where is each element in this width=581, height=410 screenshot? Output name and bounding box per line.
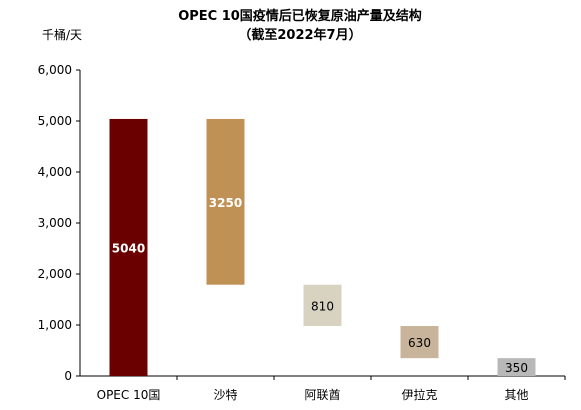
bars [109,118,536,377]
y-tick-label: 4,000 [38,165,72,179]
y-tick-label: 2,000 [38,267,72,281]
bar [303,284,342,327]
data-label: 3250 [209,196,242,210]
data-label: 630 [408,336,431,350]
y-axis-unit: 千桶/天 [42,27,82,42]
bar [400,326,439,359]
data-label: 810 [311,299,334,313]
bar [206,118,245,285]
bar [497,358,536,376]
x-category-label: 阿联酋 [304,387,340,402]
x-category-label: OPEC 10国 [97,388,161,402]
data-label: 350 [505,361,528,375]
y-tick-label: 6,000 [38,63,72,77]
x-category-label: 伊拉克 [401,387,437,402]
y-tick-label: 3,000 [38,216,72,230]
x-category-label: 沙特 [213,387,237,402]
data-labels: 5040 3250 810 630 350 [112,196,528,375]
y-tick-label: 1,000 [38,318,72,332]
chart-subtitle: （截至2022年7月） [238,27,361,43]
bar [109,118,148,377]
x-category-label: 其他 [504,388,528,402]
chart-title: OPEC 10国疫情后已恢复原油产量及结构 [178,8,422,24]
axes: 0 1,000 2,000 3,000 4,000 5,000 6,000 OPEC 10国 沙… [38,63,566,402]
y-tick-label: 0 [64,369,72,383]
y-tick-label: 5,000 [38,114,72,128]
data-label: 5040 [112,241,145,255]
